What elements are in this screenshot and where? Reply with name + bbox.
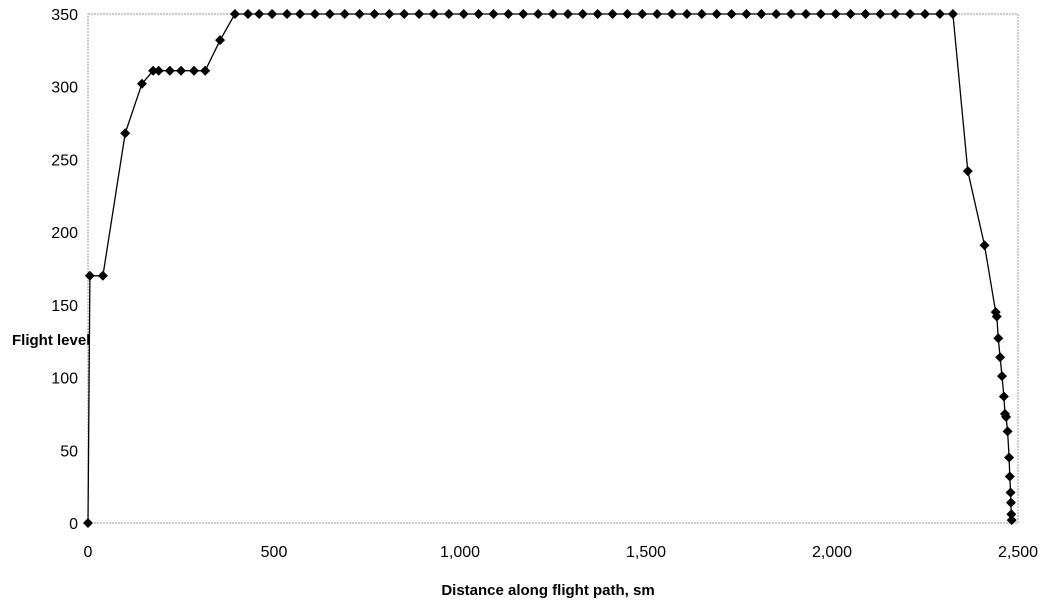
data-point [637, 9, 648, 19]
x-tick-label: 0 [84, 544, 93, 561]
data-point [947, 9, 958, 19]
data-point [741, 9, 752, 19]
data-point [786, 9, 797, 19]
y-tick-label: 50 [60, 443, 78, 460]
data-point [995, 352, 1006, 363]
data-point [176, 65, 186, 76]
y-tick-label: 200 [51, 225, 78, 242]
data-point [354, 9, 365, 19]
data-point [164, 65, 175, 76]
data-point [934, 9, 945, 19]
data-point [696, 9, 707, 19]
data-point [1006, 509, 1017, 520]
data-point [136, 78, 147, 89]
x-axis-tick-labels: 0 500 1,000 1,500 2,000 2,500 [84, 544, 1039, 561]
data-point [962, 166, 973, 177]
data-point [324, 9, 335, 19]
data-point [997, 371, 1008, 382]
data-point [458, 9, 469, 19]
data-point [920, 9, 930, 19]
data-point [148, 65, 159, 76]
data-point [815, 9, 826, 19]
data-point [860, 9, 871, 19]
data-point [503, 9, 514, 19]
data-point [83, 518, 93, 528]
series-line [87, 13, 1013, 524]
x-tick-label: 1,000 [440, 544, 480, 561]
data-point [229, 9, 240, 19]
data-point [577, 9, 588, 19]
y-axis-tick-labels: 0 50 100 150 200 250 300 350 [51, 7, 78, 533]
data-point [242, 9, 253, 19]
data-point [622, 9, 633, 19]
data-point [153, 65, 164, 76]
data-point [189, 65, 200, 76]
data-point [875, 9, 886, 19]
data-point [845, 9, 856, 19]
data-point [1005, 497, 1016, 508]
x-tick-label: 1,500 [626, 544, 666, 561]
data-point [800, 9, 811, 19]
data-point [84, 270, 95, 281]
data-point [979, 240, 990, 251]
data-point [339, 9, 350, 19]
data-point [120, 128, 131, 139]
data-markers [83, 9, 1017, 528]
data-point [592, 9, 603, 19]
y-tick-label: 300 [51, 80, 78, 97]
data-point [1006, 515, 1017, 526]
x-tick-label: 500 [261, 544, 288, 561]
data-point [890, 9, 901, 19]
data-point [548, 9, 558, 19]
data-point [295, 9, 306, 19]
y-axis-title: Flight level [12, 332, 90, 349]
data-point [200, 65, 211, 76]
data-point [991, 311, 1002, 322]
data-point [667, 9, 678, 19]
data-point [443, 9, 454, 19]
x-tick-label: 2,000 [812, 544, 852, 561]
data-point [1004, 471, 1015, 482]
data-point [681, 9, 692, 19]
data-point [488, 9, 499, 19]
data-point [993, 333, 1004, 344]
data-point [384, 9, 395, 19]
x-tick-label: 2,500 [998, 544, 1038, 561]
data-point [756, 9, 767, 19]
data-point [562, 9, 573, 19]
y-tick-label: 250 [51, 152, 78, 169]
x-axis-title: Distance along flight path, sm [441, 582, 654, 599]
data-point [726, 9, 737, 19]
data-point [267, 9, 278, 19]
data-point [1004, 452, 1015, 463]
y-tick-label: 0 [69, 516, 78, 533]
data-point [254, 9, 265, 19]
data-point [533, 9, 544, 19]
data-point [998, 391, 1009, 402]
data-point [309, 9, 320, 19]
y-tick-label: 150 [51, 298, 78, 315]
plot-area [87, 13, 1019, 524]
data-point [1001, 411, 1012, 422]
data-point [282, 9, 293, 19]
data-point [518, 9, 529, 19]
data-point [830, 9, 841, 19]
data-point [905, 9, 916, 19]
data-point [607, 9, 618, 19]
data-point [473, 9, 484, 19]
data-point [215, 35, 226, 46]
data-point [399, 9, 410, 19]
data-point [369, 9, 380, 19]
y-tick-label: 350 [51, 7, 78, 24]
data-point [771, 9, 782, 19]
data-point [428, 9, 439, 19]
data-point [414, 9, 425, 19]
data-point [97, 270, 108, 281]
data-point [1005, 487, 1016, 498]
y-tick-label: 100 [51, 371, 78, 388]
data-point [1002, 426, 1013, 437]
data-point [652, 9, 663, 19]
data-point [711, 9, 722, 19]
